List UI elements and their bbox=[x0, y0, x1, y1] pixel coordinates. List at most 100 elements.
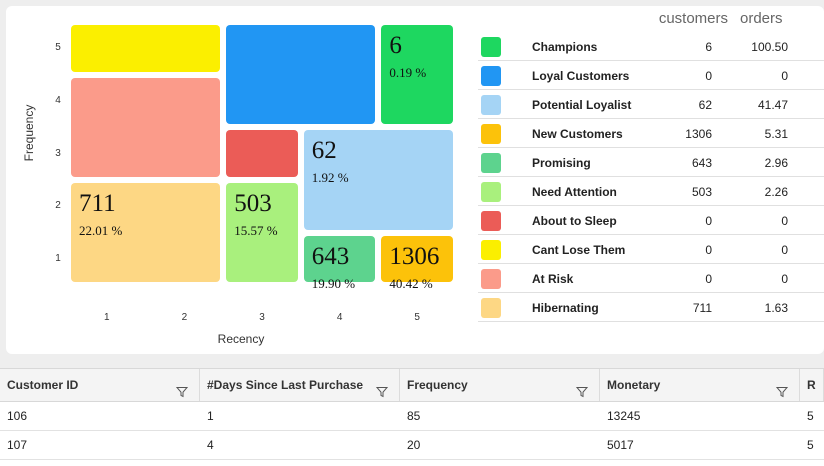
y-axis-label: Frequency bbox=[22, 104, 36, 162]
column-header[interactable]: Customer ID bbox=[0, 369, 200, 401]
y-tick-label: 5 bbox=[55, 42, 61, 54]
table-row[interactable]: 106 1 85 13245 5 bbox=[0, 402, 824, 431]
column-header-label: #Days Since Last Purchase bbox=[207, 378, 364, 392]
legend-row[interactable]: Need Attention 503 2.26 bbox=[478, 177, 824, 206]
table-cell: 13245 bbox=[607, 409, 641, 423]
legend-swatch bbox=[481, 37, 501, 57]
legend-customers: 711 bbox=[692, 301, 712, 315]
legend-row[interactable]: Loyal Customers 0 0 bbox=[478, 61, 824, 90]
segment-percent: 1.92 % bbox=[311, 170, 349, 186]
legend-header-orders: orders bbox=[740, 10, 783, 27]
filter-icon[interactable] bbox=[575, 378, 589, 398]
table-cell: 107 bbox=[7, 438, 28, 452]
segment-count: 6 bbox=[389, 32, 402, 59]
legend-orders: 2.96 bbox=[764, 156, 788, 170]
legend-orders: 5.31 bbox=[764, 127, 788, 141]
legend-name: Hibernating bbox=[532, 301, 599, 315]
segment-percent: 22.01 % bbox=[79, 223, 123, 239]
filter-icon[interactable] bbox=[175, 378, 189, 398]
legend-swatch bbox=[481, 298, 501, 318]
legend-orders: 0 bbox=[781, 272, 788, 286]
filter-icon[interactable] bbox=[775, 378, 789, 398]
segment-loyal-customers[interactable] bbox=[226, 25, 376, 125]
legend-orders: 100.50 bbox=[751, 40, 788, 54]
legend-row[interactable]: Cant Lose Them 0 0 bbox=[478, 235, 824, 264]
legend-name: Potential Loyalist bbox=[532, 98, 632, 112]
segment-champions[interactable]: 6 0.19 % bbox=[381, 25, 453, 125]
legend-row[interactable]: Potential Loyalist 62 41.47 bbox=[478, 90, 824, 119]
y-tick-label: 3 bbox=[55, 147, 61, 159]
legend-swatch bbox=[481, 182, 501, 202]
segment-legend: customers orders Champions 6 100.50 Loyal C… bbox=[478, 6, 824, 346]
column-header[interactable]: R bbox=[800, 369, 824, 401]
x-tick-label: 1 bbox=[104, 312, 110, 323]
x-axis-label: Recency bbox=[217, 332, 265, 346]
legend-customers: 0 bbox=[705, 69, 712, 83]
segment-cant-lose-them[interactable] bbox=[71, 25, 221, 72]
x-tick-label: 5 bbox=[414, 312, 420, 323]
legend-orders: 0 bbox=[781, 69, 788, 83]
legend-swatch bbox=[481, 269, 501, 289]
table-cell: 20 bbox=[407, 438, 421, 452]
segment-promising[interactable]: 643 19.90 % bbox=[303, 235, 376, 291]
legend-name: Cant Lose Them bbox=[532, 243, 626, 257]
table-row[interactable]: 107 4 20 5017 5 bbox=[0, 431, 824, 460]
legend-row[interactable]: Hibernating 711 1.63 bbox=[478, 293, 824, 322]
segment-new-customers[interactable]: 1306 40.42 % bbox=[381, 235, 453, 291]
segment-count: 1306 bbox=[389, 242, 440, 270]
column-header[interactable]: Monetary bbox=[600, 369, 800, 401]
column-header[interactable]: Frequency bbox=[400, 369, 600, 401]
column-header-label: R bbox=[807, 378, 816, 392]
legend-customers: 503 bbox=[691, 185, 712, 199]
legend-customers: 0 bbox=[705, 272, 712, 286]
segment-percent: 19.90 % bbox=[311, 275, 356, 291]
y-tick-label: 4 bbox=[55, 95, 61, 107]
legend-name: New Customers bbox=[532, 127, 623, 141]
segment-at-risk[interactable] bbox=[71, 77, 221, 178]
table-cell: 106 bbox=[7, 409, 28, 423]
legend-row[interactable]: New Customers 1306 5.31 bbox=[478, 119, 824, 148]
x-tick-label: 4 bbox=[336, 312, 343, 323]
segment-need-attention[interactable]: 503 15.57 % bbox=[226, 183, 298, 283]
segment-percent: 0.19 % bbox=[389, 65, 427, 80]
legend-swatch bbox=[481, 95, 501, 115]
segment-percent: 40.42 % bbox=[389, 275, 433, 291]
legend-row[interactable]: At Risk 0 0 bbox=[478, 264, 824, 293]
segment-count: 503 bbox=[234, 190, 272, 218]
y-tick-label: 1 bbox=[55, 253, 61, 265]
legend-row[interactable]: Promising 643 2.96 bbox=[478, 148, 824, 177]
legend-swatch bbox=[481, 153, 501, 173]
legend-customers: 1306 bbox=[685, 127, 712, 141]
column-header-label: Monetary bbox=[607, 378, 661, 392]
column-header[interactable]: #Days Since Last Purchase bbox=[200, 369, 400, 401]
x-tick-label: 3 bbox=[259, 312, 265, 323]
legend-orders: 1.63 bbox=[764, 301, 788, 315]
table-cell: 5 bbox=[807, 438, 814, 452]
legend-orders: 0 bbox=[781, 214, 788, 228]
legend-customers: 6 bbox=[705, 40, 712, 54]
customer-table: Customer ID #Days Since Last Purchase Freq… bbox=[0, 368, 824, 466]
segment-about-to-sleep[interactable] bbox=[226, 130, 298, 178]
rfm-panel: 6 0.19 % 62 1.92 % 711 22.01 % 503 15.57 % 643 19… bbox=[6, 6, 824, 354]
table-header: Customer ID #Days Since Last Purchase Freq… bbox=[0, 368, 824, 402]
legend-name: Champions bbox=[532, 40, 598, 54]
table-cell: 4 bbox=[207, 438, 214, 452]
legend-customers: 643 bbox=[691, 156, 712, 170]
legend-row[interactable]: About to Sleep 0 0 bbox=[478, 206, 824, 235]
segment-hibernating[interactable]: 711 22.01 % bbox=[71, 183, 221, 283]
segment-count: 62 bbox=[311, 137, 337, 165]
table-cell: 1 bbox=[207, 409, 214, 423]
y-tick-label: 2 bbox=[55, 200, 61, 212]
filter-icon[interactable] bbox=[375, 378, 389, 398]
legend-swatch bbox=[481, 66, 501, 86]
legend-swatch bbox=[481, 211, 501, 231]
table-cell: 85 bbox=[407, 409, 421, 423]
table-cell: 5 bbox=[807, 409, 814, 423]
legend-customers: 0 bbox=[705, 243, 712, 257]
segment-count: 643 bbox=[311, 242, 350, 270]
segment-potential-loyalist[interactable]: 62 1.92 % bbox=[303, 130, 453, 230]
legend-header-customers: customers bbox=[658, 10, 728, 27]
segment-percent: 15.57 % bbox=[234, 223, 278, 239]
legend-row[interactable]: Champions 6 100.50 bbox=[478, 32, 824, 61]
legend-orders: 41.47 bbox=[757, 98, 788, 112]
